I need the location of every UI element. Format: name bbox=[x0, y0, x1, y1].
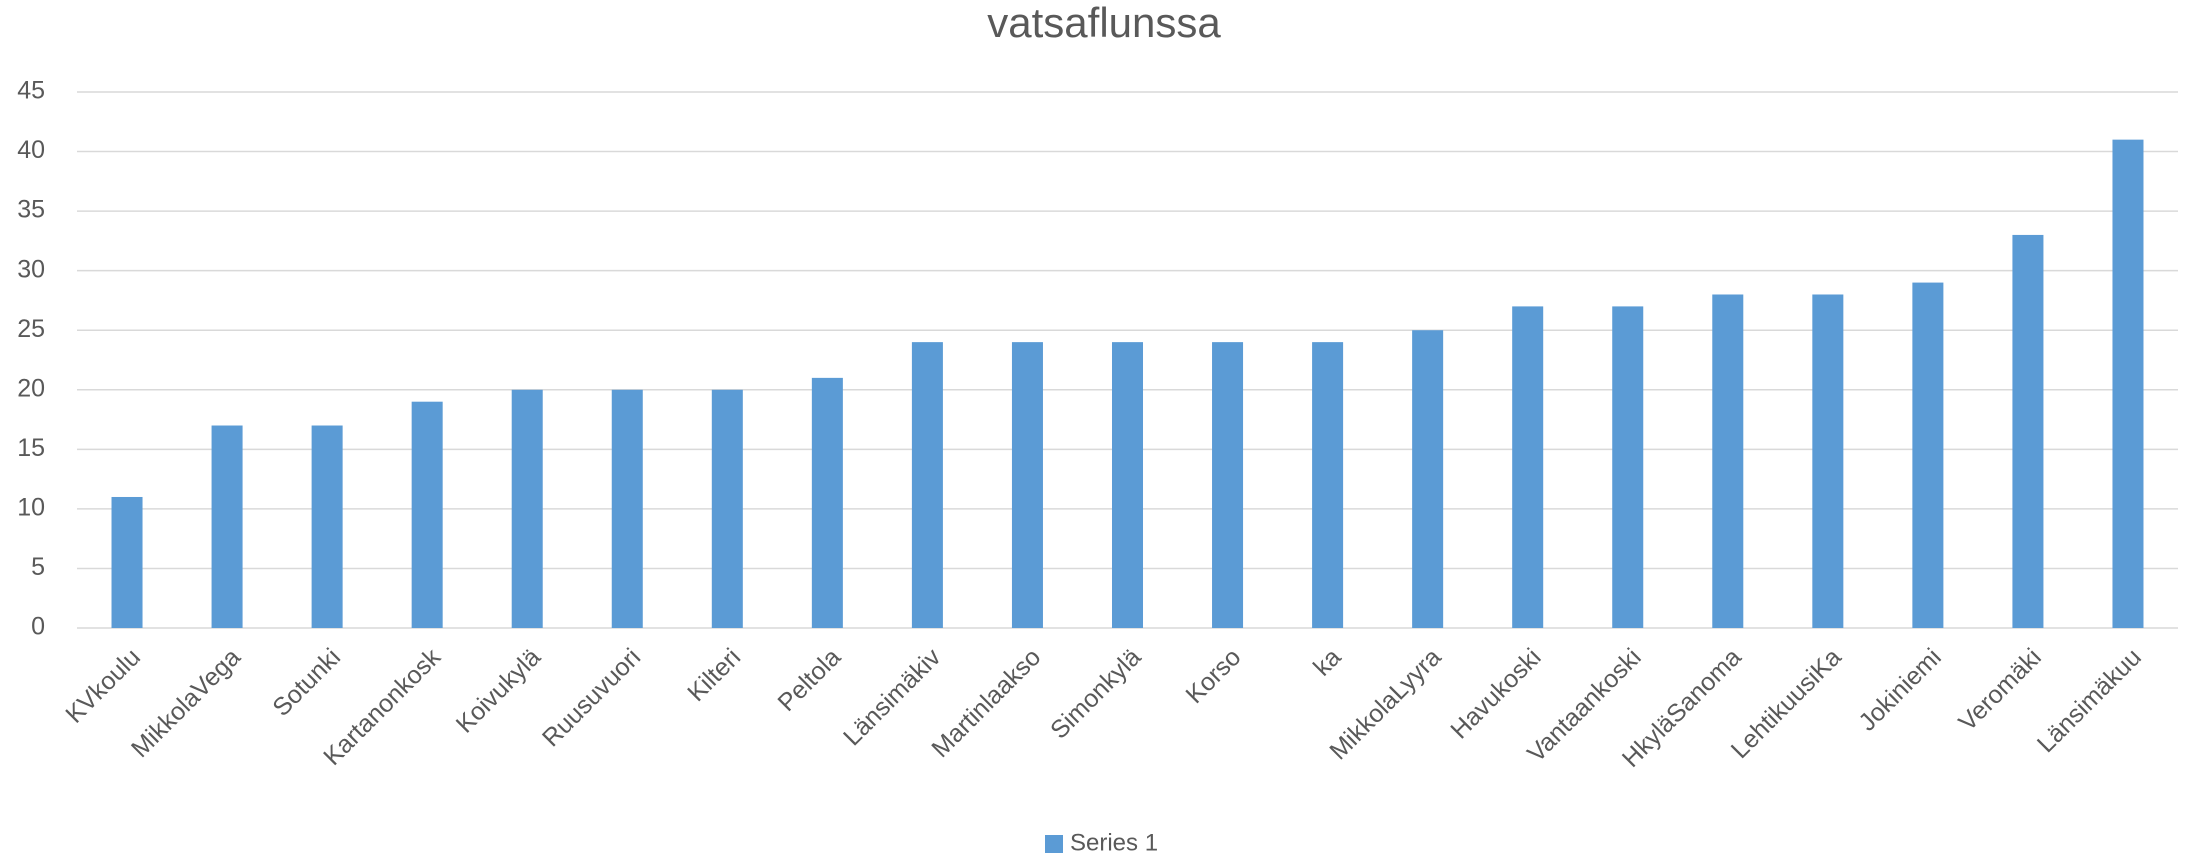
x-tick-label: Peltola bbox=[772, 643, 846, 717]
x-tick-label: ka bbox=[1308, 643, 1347, 682]
bar bbox=[411, 401, 443, 628]
x-tick-label: Sotunki bbox=[267, 643, 346, 722]
bar bbox=[2012, 234, 2044, 628]
y-tick-label: 15 bbox=[17, 434, 45, 462]
x-tick-label: Ruusuvuori bbox=[537, 643, 646, 752]
bar bbox=[711, 389, 743, 628]
legend-swatch bbox=[1045, 835, 1063, 853]
bar bbox=[1212, 342, 1244, 628]
x-tick-label: Kilteri bbox=[682, 643, 746, 707]
bar bbox=[1612, 306, 1644, 628]
x-tick-label: Länsimäkiv bbox=[838, 643, 947, 752]
y-tick-label: 35 bbox=[17, 196, 45, 224]
x-tick-label: Koivukylä bbox=[451, 643, 547, 739]
bar bbox=[1111, 342, 1144, 628]
x-tick-label: Simonkylä bbox=[1045, 643, 1146, 744]
y-tick-label: 30 bbox=[17, 255, 45, 283]
bar bbox=[611, 389, 643, 628]
bar bbox=[811, 377, 843, 628]
y-tick-label: 45 bbox=[17, 77, 45, 105]
chart-title: vatsaflunssa bbox=[987, 0, 1221, 46]
bar bbox=[1812, 294, 1844, 628]
y-tick-label: 5 bbox=[31, 553, 45, 581]
bar bbox=[911, 342, 943, 628]
bar bbox=[2112, 139, 2144, 628]
x-tick-label: KVkoulu bbox=[60, 643, 146, 729]
bar bbox=[1011, 342, 1043, 628]
bar bbox=[1412, 330, 1444, 628]
x-tick-label: Havukoski bbox=[1445, 643, 1546, 744]
y-tick-label: 20 bbox=[17, 374, 45, 402]
bar bbox=[111, 496, 143, 628]
y-tick-label: 25 bbox=[17, 315, 45, 343]
y-tick-label: 10 bbox=[17, 493, 45, 521]
x-tick-label: Korso bbox=[1180, 643, 1246, 709]
bar bbox=[511, 389, 543, 628]
bar bbox=[1712, 294, 1744, 628]
bar bbox=[311, 425, 343, 628]
bar bbox=[1512, 306, 1544, 628]
y-tick-label: 40 bbox=[17, 136, 45, 164]
bar bbox=[1312, 342, 1344, 628]
bar bbox=[211, 425, 243, 628]
bar bbox=[1912, 282, 1944, 628]
legend-label: Series 1 bbox=[1070, 829, 1158, 856]
x-tick-label: Länsimäkuu bbox=[2032, 643, 2147, 758]
x-tick-label: Jokiniemi bbox=[1853, 643, 1946, 736]
y-tick-label: 0 bbox=[31, 613, 45, 641]
x-tick-label: Veromäki bbox=[1953, 643, 2046, 736]
